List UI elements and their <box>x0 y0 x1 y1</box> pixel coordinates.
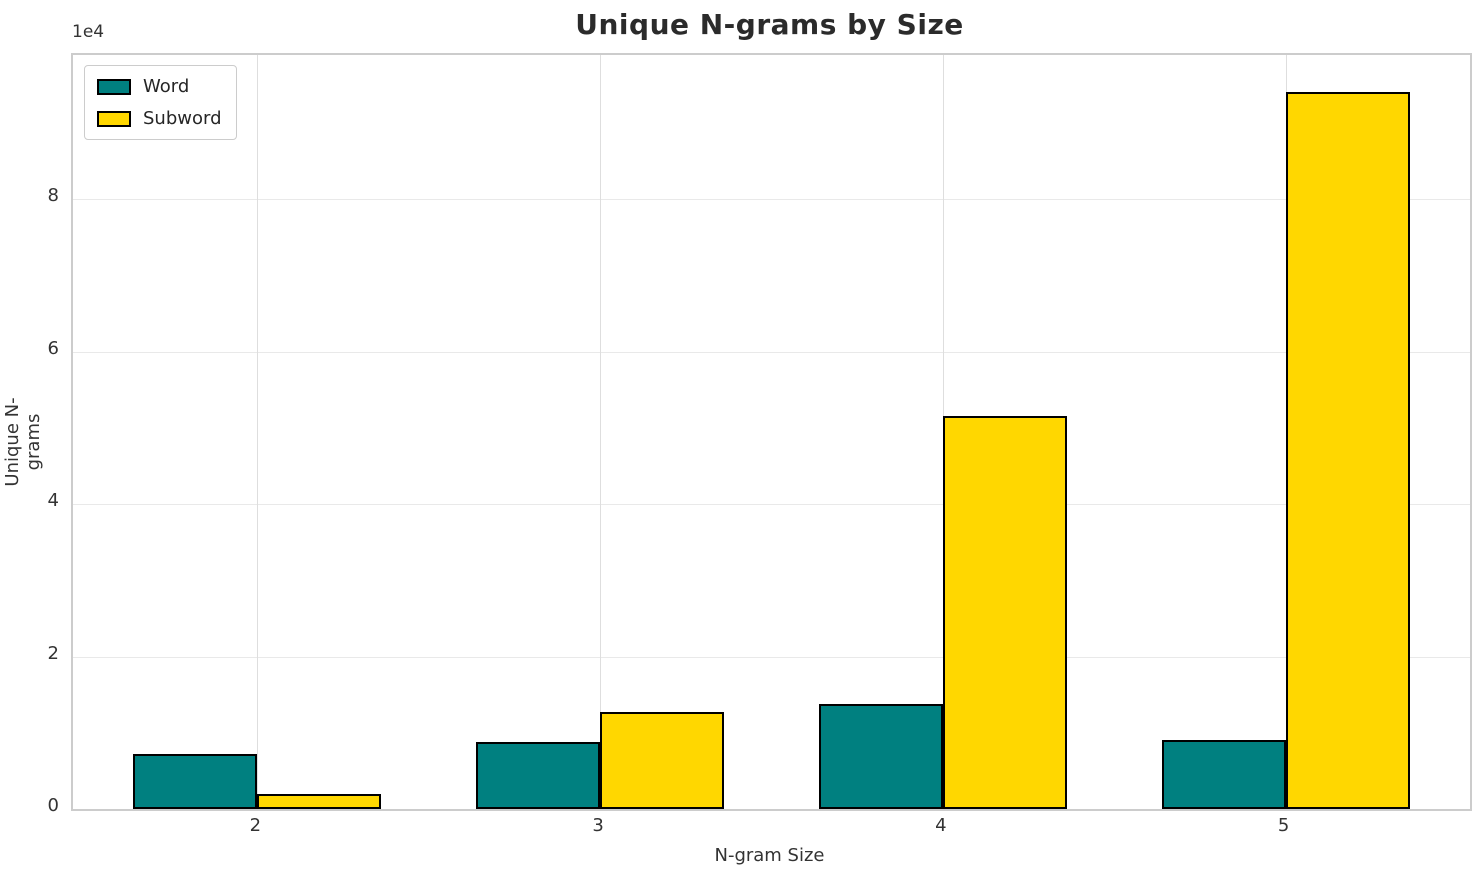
y-tick-label: 8 <box>47 185 59 207</box>
horizontal-gridline <box>73 351 1470 353</box>
y-tick-label: 4 <box>47 490 59 512</box>
horizontal-gridline <box>73 504 1470 506</box>
legend-label-word: Word <box>143 76 190 97</box>
x-tick-label: 3 <box>592 815 604 836</box>
y-tick-label: 0 <box>47 795 59 816</box>
y-tick-label: 2 <box>47 642 59 664</box>
x-tick-label: 5 <box>1277 815 1290 836</box>
y-tick-label: 6 <box>47 337 59 359</box>
subword-color-swatch <box>97 110 131 127</box>
legend-item-word: Word <box>97 76 222 97</box>
word-color-swatch <box>97 78 131 95</box>
bar-subword-4 <box>942 415 1067 809</box>
horizontal-gridline <box>73 199 1470 201</box>
plot-area: Word Subword <box>71 53 1472 811</box>
legend-item-subword: Subword <box>97 108 222 129</box>
bar-word-2 <box>133 754 258 809</box>
bar-subword-3 <box>600 712 725 809</box>
legend: Word Subword <box>84 65 237 140</box>
x-tick-label: 2 <box>249 815 262 836</box>
x-tick-label: 4 <box>935 815 947 836</box>
x-axis-label: N-gram Size <box>714 845 825 866</box>
legend-label-subword: Subword <box>143 108 222 129</box>
horizontal-gridline <box>73 656 1470 658</box>
chart-title: Unique N-grams by Size <box>575 8 964 41</box>
y-axis-offset-label: 1e4 <box>72 22 105 42</box>
bar-word-5 <box>1161 740 1286 809</box>
vertical-gridline <box>257 55 259 809</box>
vertical-gridline <box>600 55 602 809</box>
bar-word-3 <box>476 741 601 809</box>
bar-word-4 <box>818 703 943 809</box>
bar-subword-2 <box>257 793 382 809</box>
bar-subword-5 <box>1285 91 1410 809</box>
